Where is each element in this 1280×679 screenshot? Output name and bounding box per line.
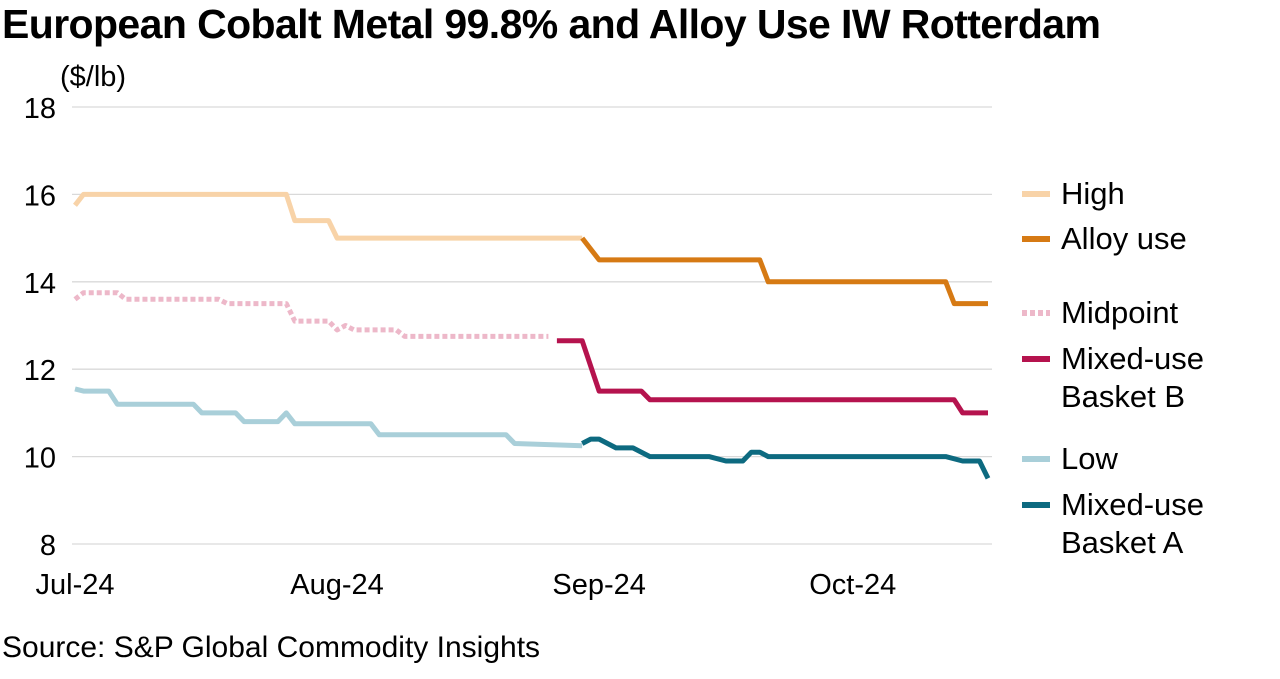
x-tick-label-aug-24: Aug-24 [290,569,384,601]
series-line-high [73,191,583,241]
y-tick-label-8: 8 [40,530,56,562]
source-note: Source: S&P Global Commodity Insights [2,631,541,664]
x-tick-label-oct-24: Oct-24 [809,569,896,601]
legend-label-midpoint: Midpoint [1061,295,1179,330]
y-tick-label-12: 12 [24,355,56,387]
series-line-alloy-use [580,236,988,307]
y-axis-unit-label: ($/lb) [60,61,127,93]
legend-label-alloy-use: Alloy use [1061,221,1187,256]
series-lines [73,191,991,480]
chart-title: European Cobalt Metal 99.8% and Alloy Us… [2,1,1101,47]
y-tick-label-18: 18 [24,93,56,125]
series-line-low [74,386,583,449]
y-axis-ticks: 8 10 12 14 16 18 [24,93,56,562]
legend-label-mixed-use-basket-a-line-1: Mixed-use [1061,487,1204,522]
gridlines [72,106,992,545]
x-tick-label-sep-24: Sep-24 [552,569,646,601]
legend-label-mixed-use-basket-b-line-2: Basket B [1061,379,1185,414]
legend-label-mixed-use-basket-a-line-2: Basket A [1061,525,1184,560]
legend-label-low: Low [1061,441,1118,476]
series-line-midpoint [73,290,549,339]
y-tick-label-16: 16 [24,180,56,212]
legend-label-high: High [1061,176,1125,211]
x-tick-label-jul-24: Jul-24 [36,569,115,601]
series-line-mixed-use-basket-a [581,436,991,480]
y-tick-label-10: 10 [24,443,56,475]
x-axis-ticks: Jul-24 Aug-24 Sep-24 Oct-24 [36,569,897,601]
y-tick-label-14: 14 [24,268,56,300]
series-line-mixed-use-basket-b [556,338,988,416]
legend-label-mixed-use-basket-b-line-1: Mixed-use [1061,341,1204,376]
